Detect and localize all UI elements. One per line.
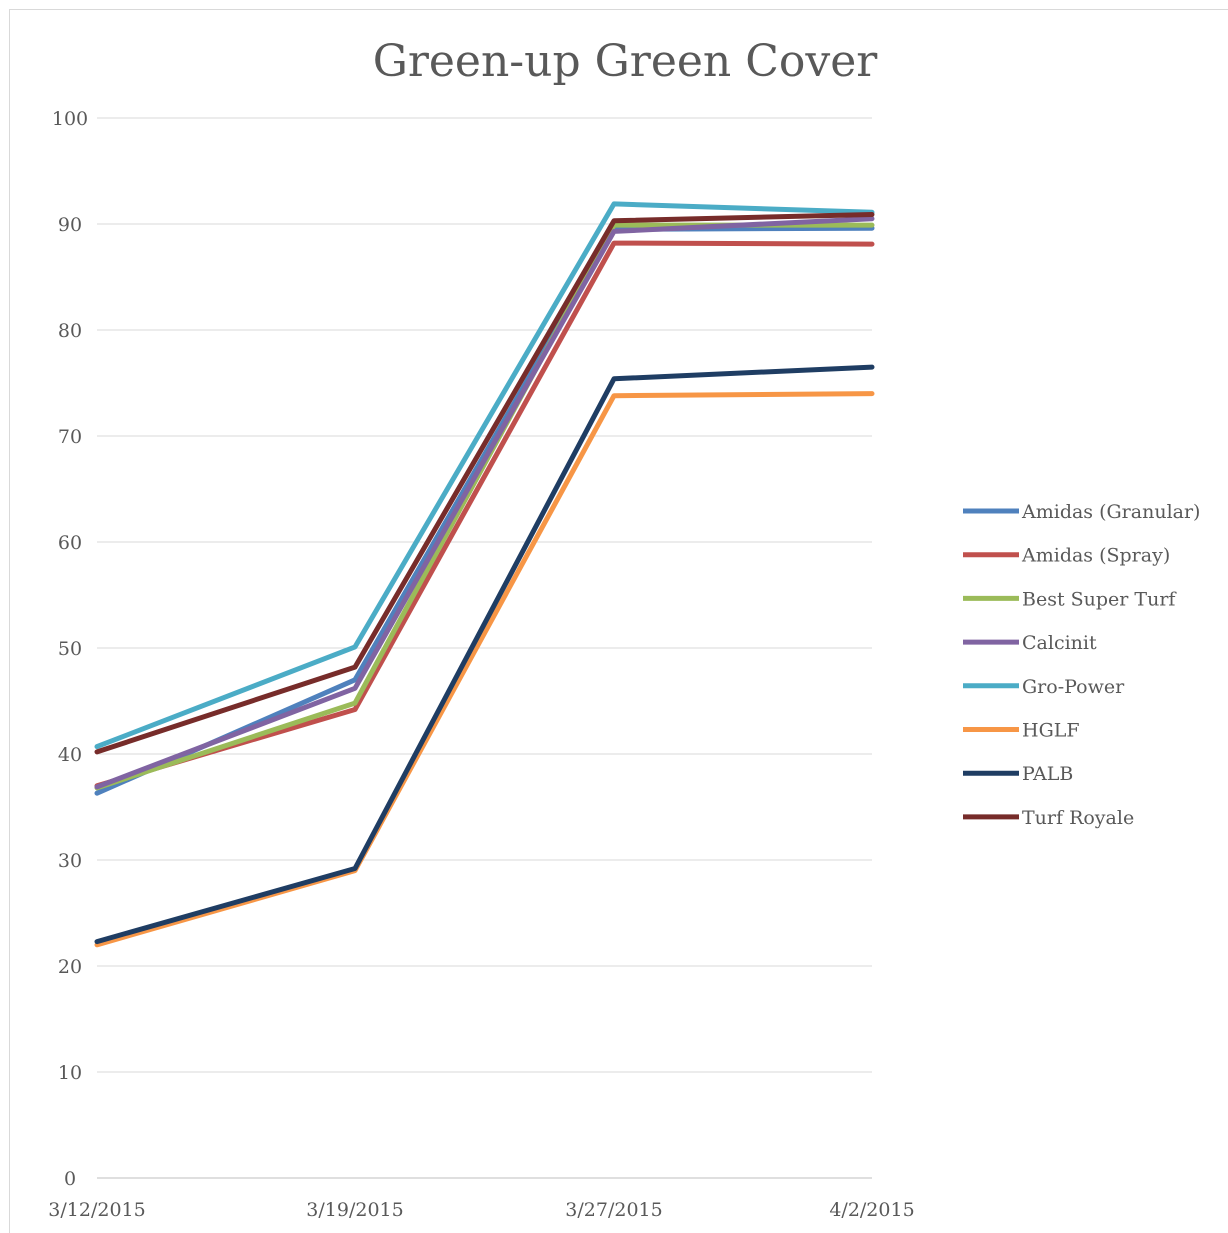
y-tick-label: 30 <box>58 850 82 872</box>
legend-label-calcinit: Calcinit <box>1022 632 1097 654</box>
gridlines <box>97 117 872 1179</box>
series-line-turf-royale <box>94 212 875 755</box>
y-tick-label: 90 <box>58 214 82 236</box>
chart-frame <box>9 9 1228 1233</box>
series-line-calcinit <box>94 216 875 790</box>
y-tick-label: 80 <box>58 320 82 342</box>
y-tick-label: 100 <box>52 108 88 130</box>
y-tick-label: 60 <box>58 532 82 554</box>
x-tick-label: 4/2/2015 <box>829 1199 914 1221</box>
series-line-amidas-granular <box>94 225 875 796</box>
series-line-amidas-spray <box>94 240 875 789</box>
y-tick-label: 70 <box>58 426 82 448</box>
y-tick-label: 50 <box>58 638 82 660</box>
legend-label-best-super-turf: Best Super Turf <box>1022 588 1177 610</box>
legend-label-palb: PALB <box>1022 763 1073 785</box>
x-tick-label: 3/27/2015 <box>565 1199 662 1221</box>
legend-label-hglf: HGLF <box>1022 720 1080 742</box>
chart-title: Green-up Green Cover <box>373 36 879 87</box>
y-tick-label: 10 <box>58 1062 82 1084</box>
y-axis: 0 10 20 30 40 50 60 70 80 90 100 <box>52 108 88 1190</box>
x-tick-label: 3/12/2015 <box>48 1199 145 1221</box>
y-tick-label: 20 <box>58 956 82 978</box>
legend-label-amidas-granular: Amidas (Granular) <box>1021 501 1200 523</box>
series-lines <box>94 201 875 948</box>
x-axis: 3/12/2015 3/19/2015 3/27/2015 4/2/2015 <box>48 1199 914 1221</box>
legend-label-amidas-spray: Amidas (Spray) <box>1021 545 1170 567</box>
y-tick-label: 40 <box>58 744 82 766</box>
series-line-gro-power <box>94 201 875 750</box>
legend-label-turf-royale: Turf Royale <box>1022 807 1134 829</box>
x-tick-label: 3/19/2015 <box>306 1199 403 1221</box>
y-tick-label: 0 <box>64 1168 76 1190</box>
series-line-hglf <box>94 391 875 948</box>
legend-label-gro-power: Gro-Power <box>1022 676 1125 698</box>
series-line-palb <box>94 364 875 945</box>
legend: Amidas (Granular) Amidas (Spray) Best Supe… <box>963 501 1200 829</box>
